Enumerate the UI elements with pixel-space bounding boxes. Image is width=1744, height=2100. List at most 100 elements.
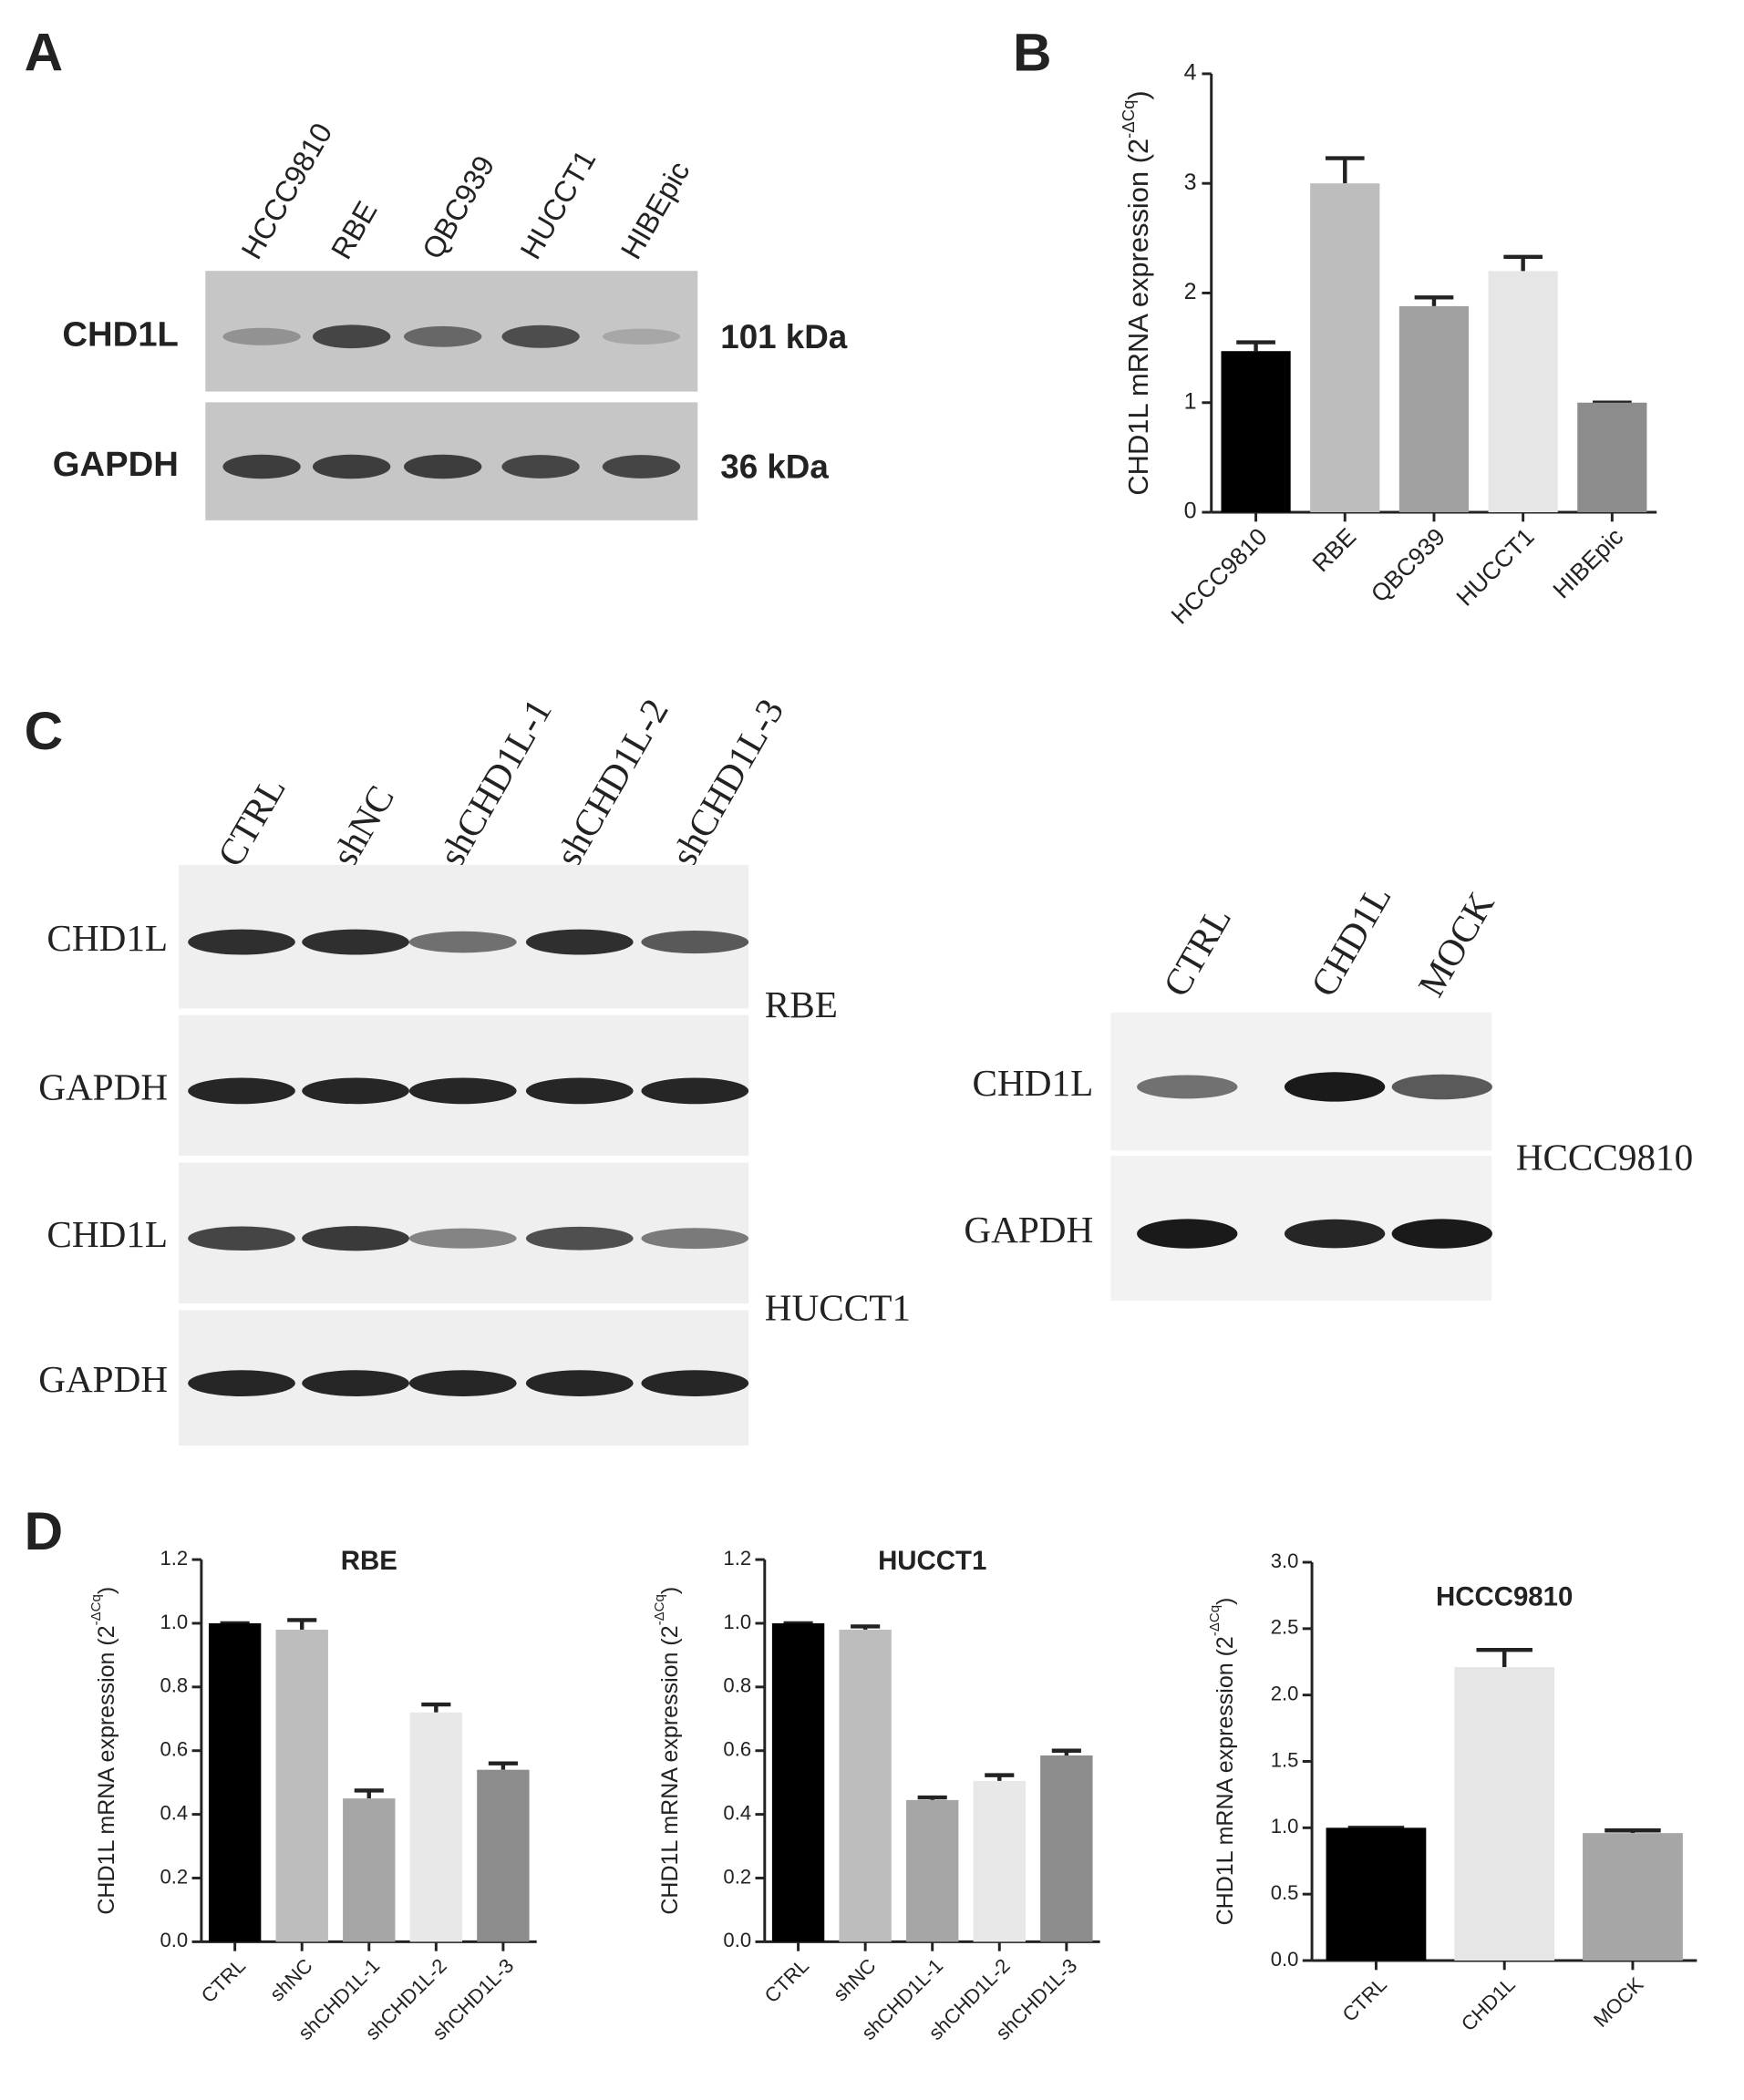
- panel-label: A: [25, 23, 64, 82]
- y-axis-label-close: ): [656, 1587, 682, 1594]
- band: [525, 1226, 634, 1251]
- y-tick-label: 1.0: [160, 1611, 188, 1633]
- bar: [839, 1629, 892, 1942]
- band: [602, 455, 681, 479]
- error-bar: [488, 1761, 518, 1770]
- band: [525, 1370, 634, 1396]
- chart-title: RBE: [341, 1546, 397, 1576]
- bar: [973, 1780, 1026, 1942]
- y-axis-label-close: ): [1213, 1598, 1238, 1605]
- lane-label: RBE: [325, 196, 383, 265]
- y-tick-label: 0.5: [1271, 1881, 1299, 1904]
- bar: [409, 1712, 463, 1942]
- error-bar: [985, 1773, 1015, 1781]
- error-bar: [287, 1618, 317, 1630]
- bar: [343, 1798, 396, 1942]
- band: [404, 325, 482, 347]
- y-tick-label: 0.6: [160, 1738, 188, 1761]
- y-tick-label: 1.5: [1271, 1748, 1299, 1771]
- y-axis-label: CHD1L mRNA expression (2-ΔCq): [1119, 90, 1154, 495]
- bar: [906, 1799, 959, 1942]
- size-label: 36 kDa: [720, 448, 829, 486]
- y-axis-label-sup: -ΔCq: [88, 1594, 104, 1625]
- y-tick-label: 1: [1184, 388, 1197, 414]
- bar: [1577, 402, 1647, 513]
- bar: [477, 1769, 530, 1942]
- band: [1137, 1219, 1238, 1249]
- y-tick-label: 2.5: [1271, 1616, 1299, 1639]
- y-tick-label: 0.4: [723, 1801, 751, 1824]
- error-bar: [851, 1624, 881, 1630]
- row-label: GAPDH: [964, 1209, 1093, 1251]
- row-label: CHD1L: [46, 917, 168, 959]
- y-tick-label: 0.0: [160, 1929, 188, 1951]
- x-tick-label: CTRL: [197, 1954, 250, 2007]
- band: [188, 929, 295, 955]
- panel-label: D: [25, 1502, 64, 1561]
- y-tick-label: 3.0: [1271, 1549, 1299, 1572]
- bar: [771, 1622, 825, 1942]
- band: [1284, 1072, 1386, 1102]
- band: [188, 1226, 295, 1251]
- x-tick-label: CTRL: [1338, 1973, 1391, 2026]
- lane-label: QBC939: [416, 150, 500, 264]
- bar: [1221, 351, 1291, 513]
- band: [525, 929, 634, 955]
- bar: [275, 1629, 328, 1942]
- x-tick-label: shNC: [265, 1954, 317, 2006]
- y-axis-label-sup: -ΔCq: [1207, 1605, 1223, 1636]
- bar: [1398, 305, 1470, 513]
- x-tick-label: RBE: [1307, 523, 1362, 578]
- error-bar: [1476, 1647, 1532, 1668]
- x-tick-label: MOCK: [1589, 1972, 1648, 2032]
- band: [641, 1228, 749, 1250]
- lane-label: CTRL: [1155, 900, 1239, 1004]
- y-axis-label-text: CHD1L mRNA expression (2: [1213, 1636, 1238, 1925]
- y-axis-label-text: CHD1L mRNA expression (2: [656, 1625, 682, 1914]
- x-tick-label: HUCCT1: [1451, 523, 1540, 612]
- band: [641, 931, 749, 954]
- y-tick-label: 2.0: [1271, 1683, 1299, 1705]
- size-label: 101 kDa: [720, 318, 848, 355]
- error-bar: [1051, 1748, 1081, 1755]
- bar: [1326, 1827, 1427, 1961]
- x-tick-label: HCCC9810: [1166, 523, 1273, 630]
- band: [408, 1228, 517, 1249]
- y-axis-label-sup: -ΔCq: [652, 1594, 667, 1625]
- band: [408, 1370, 517, 1396]
- y-tick-label: 0.8: [723, 1674, 751, 1697]
- row-label: GAPDH: [38, 1358, 168, 1400]
- chart-title: HUCCT1: [878, 1546, 986, 1576]
- y-axis-label: CHD1L mRNA expression (2-ΔCq): [1207, 1598, 1237, 1926]
- error-bar: [1605, 1828, 1661, 1834]
- y-tick-label: 4: [1184, 60, 1197, 86]
- error-bar: [1414, 295, 1454, 306]
- band: [188, 1077, 295, 1105]
- band: [1391, 1219, 1492, 1249]
- band: [1137, 1075, 1238, 1099]
- band: [501, 455, 580, 479]
- band: [222, 327, 301, 345]
- y-tick-label: 0.2: [160, 1865, 188, 1888]
- y-axis-label-sup: -ΔCq: [1119, 100, 1138, 139]
- y-tick-label: 0: [1184, 499, 1197, 524]
- lane-label: HUCCT1: [514, 145, 603, 265]
- cell-line-label: HCCC9810: [1516, 1137, 1694, 1179]
- row-label: GAPDH: [38, 1065, 168, 1107]
- band: [602, 328, 681, 345]
- cell-line-label: RBE: [765, 983, 838, 1025]
- lane-label: shCHD1L-3: [663, 692, 792, 873]
- y-tick-label: 2: [1184, 279, 1197, 304]
- band: [312, 454, 391, 479]
- y-tick-label: 1.2: [723, 1547, 751, 1570]
- band: [408, 1077, 517, 1105]
- y-tick-label: 0.0: [723, 1929, 751, 1951]
- panel-label: C: [25, 702, 64, 761]
- x-tick-label: CTRL: [760, 1954, 813, 2007]
- band: [404, 454, 482, 479]
- y-tick-label: 0.6: [723, 1738, 751, 1761]
- bar: [1040, 1755, 1093, 1942]
